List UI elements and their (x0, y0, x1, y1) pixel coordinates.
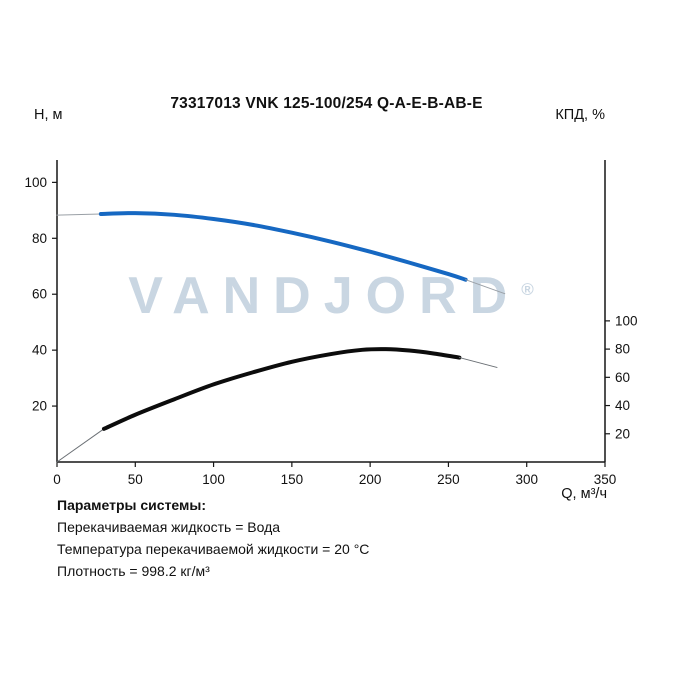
x-tick-label: 350 (594, 472, 617, 487)
left-y-tick-label: 20 (32, 399, 47, 414)
efficiency-curve-extension (458, 357, 498, 368)
right-y-tick-label: 80 (615, 342, 630, 357)
x-axis-unit-label: Q, м³/ч (561, 486, 607, 502)
efficiency-curve (101, 347, 462, 431)
left-y-tick-label: 80 (32, 231, 47, 246)
params-line-temperature: Температура перекачиваемой жидкости = 20… (57, 541, 370, 557)
x-tick-label: 100 (202, 472, 225, 487)
x-tick-label: 250 (437, 472, 460, 487)
registered-trademark-icon: ® (521, 279, 534, 299)
watermark-text: VANDJORD (128, 267, 521, 325)
right-y-tick-label: 60 (615, 370, 630, 385)
head-curve (98, 211, 468, 282)
system-parameters-block: Параметры системы: Перекачиваемая жидкос… (57, 494, 369, 582)
page-title: 73317013 VNK 125-100/254 Q-A-E-B-AB-E (170, 95, 483, 112)
params-heading: Параметры системы: (57, 497, 207, 513)
params-line-density: Плотность = 998.2 кг/м³ (57, 563, 210, 579)
x-tick-label: 150 (281, 472, 304, 487)
right-y-tick-label: 100 (615, 313, 638, 328)
head-curve-lead-in (56, 213, 102, 216)
left-axis-unit-label: Н, м (34, 107, 63, 123)
params-line-liquid: Перекачиваемая жидкость = Вода (57, 519, 281, 535)
right-y-tick-label: 40 (615, 398, 630, 413)
vandjord-watermark: VANDJORD® (57, 266, 605, 326)
x-tick-label: 50 (128, 472, 143, 487)
x-tick-label: 0 (53, 472, 61, 487)
left-y-tick-label: 100 (24, 175, 47, 190)
x-tick-label: 300 (515, 472, 538, 487)
right-axis-unit-label: КПД, % (555, 107, 605, 123)
efficiency-curve-lead-in (56, 428, 105, 463)
right-y-tick-label: 20 (615, 426, 630, 441)
x-tick-label: 200 (359, 472, 382, 487)
left-y-tick-label: 40 (32, 343, 47, 358)
head-curve-extension (465, 279, 506, 295)
left-y-tick-label: 60 (32, 287, 47, 302)
